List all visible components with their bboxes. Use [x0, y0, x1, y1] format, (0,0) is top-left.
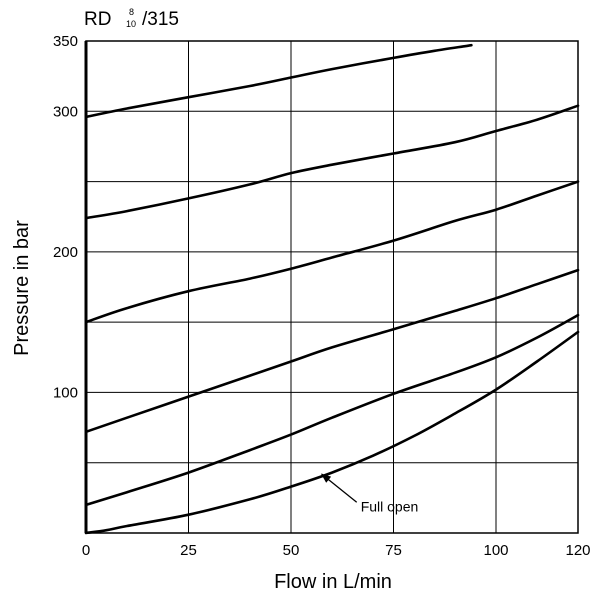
series-line-6 [84, 330, 580, 535]
series-line-5 [84, 313, 580, 507]
y-tick-label: 200 [53, 244, 78, 261]
plot-frame [85, 40, 579, 534]
series-line-4 [84, 268, 580, 434]
chart-title-suffix: /315 [142, 9, 179, 30]
series-line-1 [84, 43, 473, 119]
chart-title-prefix: RD [84, 9, 111, 30]
y-tick-label: 350 [53, 33, 78, 50]
annotations: Full open [320, 473, 419, 514]
y-tick-label: 100 [53, 384, 78, 401]
x-tick-label: 50 [283, 542, 300, 559]
x-tick-label: 75 [385, 542, 402, 559]
x-axis-label: Flow in L/min [274, 571, 392, 593]
x-tick-label: 120 [565, 542, 590, 559]
annotation-arrow [320, 473, 358, 503]
y-axis-label: Pressure in bar [11, 220, 33, 356]
x-tick-label: 100 [483, 542, 508, 559]
curve-series [84, 43, 580, 535]
chart-title-fraction-top: 8 [129, 7, 134, 17]
y-tick-label: 300 [53, 103, 78, 120]
series-line-3 [84, 180, 580, 324]
grid-lines [86, 41, 578, 533]
x-tick-label: 0 [82, 542, 90, 559]
series-line-2 [84, 104, 580, 220]
tick-labels: 0 25 50 75 100 120 100 200 300 350 [53, 33, 591, 559]
annotation-label: Full open [361, 498, 419, 514]
x-tick-label: 25 [180, 542, 197, 559]
chart-title-fraction-bottom: 10 [126, 19, 136, 29]
